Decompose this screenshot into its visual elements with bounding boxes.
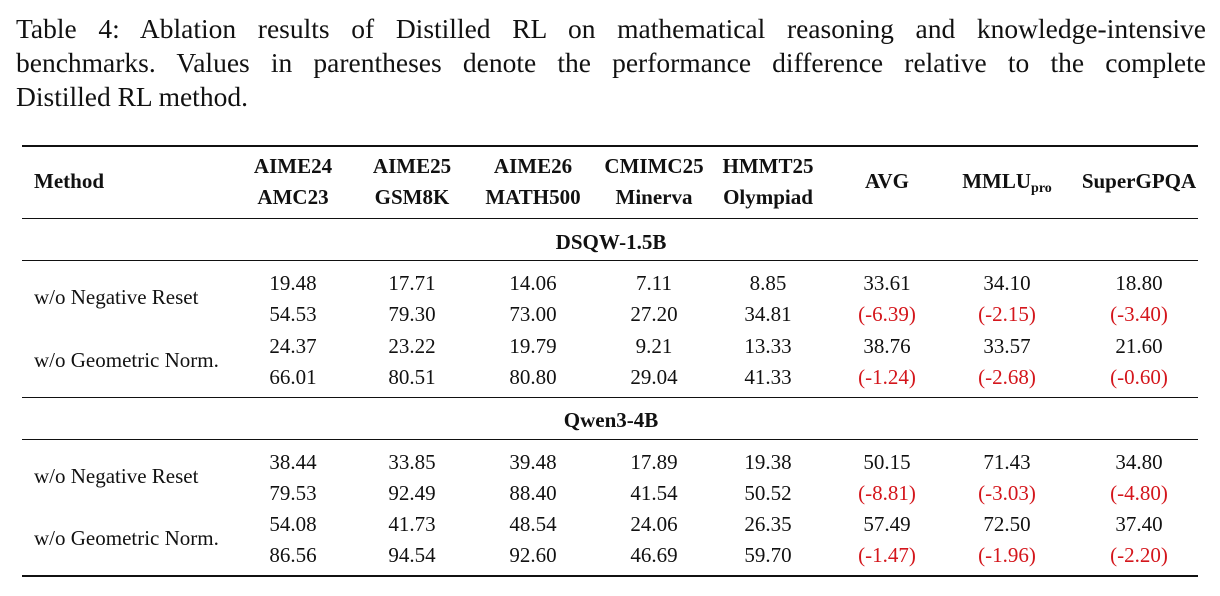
delta-cell: (-1.96) xyxy=(978,543,1036,567)
table-cell: 13.33 xyxy=(744,334,792,358)
table-cell: 50.15 xyxy=(863,450,911,474)
header-col1-bottom: AMC23 xyxy=(257,185,329,209)
table-cell: 34.80 xyxy=(1115,450,1163,474)
table-cell: 79.30 xyxy=(388,302,436,326)
group-title-rule xyxy=(22,439,1198,440)
table-cell: 88.40 xyxy=(509,481,557,505)
table-cell: 29.04 xyxy=(630,365,678,389)
table-cell: 9.21 xyxy=(635,334,673,358)
table-cell: 17.71 xyxy=(388,271,436,295)
table-cell: 21.60 xyxy=(1115,334,1163,358)
table-cell: 79.53 xyxy=(269,481,317,505)
group-separator-rule xyxy=(22,397,1198,398)
caption-line: Table 4: Ablation results of Distilled R… xyxy=(16,13,1206,44)
header-mmlu: MMLUpro xyxy=(962,169,1052,197)
table-cell: 27.20 xyxy=(630,302,678,326)
table-cell: 73.00 xyxy=(509,302,557,326)
header-rule xyxy=(22,218,1198,219)
caption-line: benchmarks. Values in parentheses denote… xyxy=(16,47,1206,78)
table-cell: 24.06 xyxy=(630,512,678,536)
top-rule xyxy=(22,145,1198,147)
group-title: Qwen3-4B xyxy=(563,408,659,432)
header-col4-bottom: Minerva xyxy=(615,185,693,209)
table-cell: 80.51 xyxy=(388,365,436,389)
table-cell: 59.70 xyxy=(744,543,792,567)
table-cell: 37.40 xyxy=(1115,512,1163,536)
table-cell: 41.54 xyxy=(630,481,678,505)
table-caption: Table 4: Ablation results of Distilled R… xyxy=(16,12,1206,114)
header-method: Method xyxy=(34,169,104,193)
table-cell: 86.56 xyxy=(269,543,317,567)
header-avg: AVG xyxy=(865,169,909,193)
table-cell: 34.81 xyxy=(744,302,792,326)
delta-cell: (-2.68) xyxy=(978,365,1036,389)
header-col5-top: HMMT25 xyxy=(722,154,814,178)
bottom-rule xyxy=(22,575,1198,577)
table-cell: 71.43 xyxy=(983,450,1031,474)
table-cell: 19.38 xyxy=(744,450,792,474)
table-cell: 39.48 xyxy=(509,450,557,474)
table-cell: 8.85 xyxy=(749,271,787,295)
table-cell: 92.60 xyxy=(509,543,557,567)
table-cell: 41.73 xyxy=(388,512,436,536)
table-cell: 33.85 xyxy=(388,450,436,474)
header-col2-top: AIME25 xyxy=(372,154,452,178)
table-cell: 19.79 xyxy=(509,334,557,358)
group-title: DSQW-1.5B xyxy=(555,230,667,254)
table-cell: 50.52 xyxy=(744,481,792,505)
table-cell: 19.48 xyxy=(269,271,317,295)
table-cell: 14.06 xyxy=(509,271,557,295)
header-col5-bottom: Olympiad xyxy=(723,185,813,209)
delta-cell: (-8.81) xyxy=(858,481,916,505)
table-cell: 92.49 xyxy=(388,481,436,505)
delta-cell: (-6.39) xyxy=(858,302,916,326)
table-cell: 66.01 xyxy=(269,365,317,389)
header-col4-top: CMIMC25 xyxy=(604,154,704,178)
table-cell: 38.44 xyxy=(269,450,317,474)
header-col2-bottom: GSM8K xyxy=(374,185,450,209)
table-cell: 80.80 xyxy=(509,365,557,389)
row-method: w/o Negative Reset xyxy=(34,464,199,488)
caption-line: Distilled RL method. xyxy=(16,81,248,112)
header-col3-bottom: MATH500 xyxy=(485,185,581,209)
header-col3-top: AIME26 xyxy=(493,154,573,178)
delta-cell: (-1.47) xyxy=(858,543,916,567)
table-cell: 23.22 xyxy=(388,334,436,358)
delta-cell: (-1.24) xyxy=(858,365,916,389)
table-cell: 57.49 xyxy=(863,512,911,536)
header-col1-top: AIME24 xyxy=(253,154,333,178)
table-cell: 7.11 xyxy=(636,271,672,295)
header-mmlu-base: MMLU xyxy=(962,169,1032,193)
table-cell: 26.35 xyxy=(744,512,792,536)
delta-cell: (-2.20) xyxy=(1110,543,1168,567)
row-method: w/o Geometric Norm. xyxy=(34,526,219,550)
table-cell: 24.37 xyxy=(269,334,317,358)
table-cell: 38.76 xyxy=(863,334,911,358)
table-cell: 33.57 xyxy=(983,334,1031,358)
delta-cell: (-4.80) xyxy=(1110,481,1168,505)
delta-cell: (-0.60) xyxy=(1110,365,1168,389)
table-cell: 41.33 xyxy=(744,365,792,389)
table-cell: 18.80 xyxy=(1115,271,1163,295)
row-method: w/o Geometric Norm. xyxy=(34,348,219,372)
row-method: w/o Negative Reset xyxy=(34,285,199,309)
delta-cell: (-3.03) xyxy=(978,481,1036,505)
table-cell: 48.54 xyxy=(509,512,557,536)
delta-cell: (-3.40) xyxy=(1110,302,1168,326)
table-cell: 54.53 xyxy=(269,302,317,326)
group-title-rule xyxy=(22,260,1198,261)
table-cell: 33.61 xyxy=(863,271,911,295)
header-mmlu-sub: pro xyxy=(1031,181,1052,196)
table-cell: 94.54 xyxy=(388,543,436,567)
table-cell: 34.10 xyxy=(983,271,1031,295)
table-cell: 46.69 xyxy=(630,543,678,567)
table-cell: 72.50 xyxy=(983,512,1031,536)
table-cell: 17.89 xyxy=(630,450,678,474)
header-supergpqa: SuperGPQA xyxy=(1081,169,1197,193)
table-cell: 54.08 xyxy=(269,512,317,536)
delta-cell: (-2.15) xyxy=(978,302,1036,326)
